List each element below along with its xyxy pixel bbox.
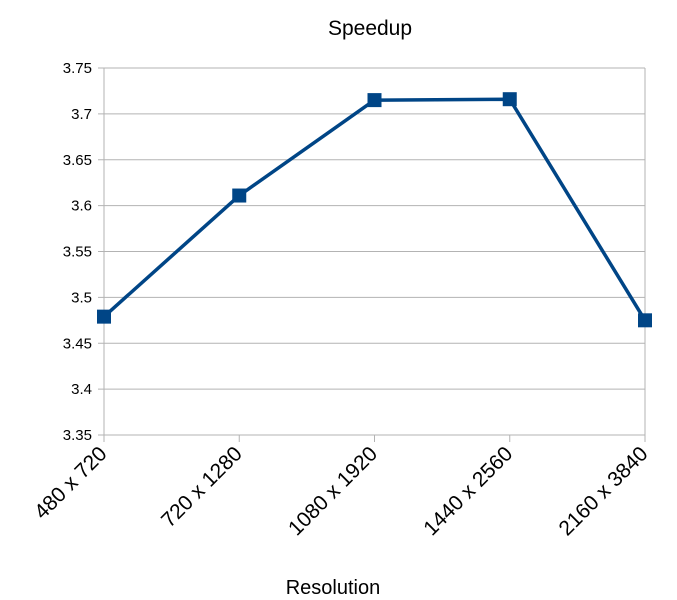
series-speedup [97, 92, 652, 328]
chart-title: Speedup [328, 17, 412, 40]
data-point-marker [638, 313, 652, 328]
series-line [102, 97, 647, 322]
y-tick-label: 3.5 [71, 289, 92, 306]
y-tick-label: 3.55 [63, 244, 92, 261]
gridlines [98, 67, 645, 436]
x-axis-title: Resolution [286, 577, 381, 599]
data-point-marker [97, 309, 111, 324]
y-tick-label: 3.6 [71, 198, 92, 215]
data-point-marker [502, 92, 517, 107]
x-tick-label: 1440 x 2560 [419, 442, 517, 540]
y-tick-label: 3.35 [63, 427, 92, 444]
x-axis-tick-labels: 480 x 720 720 x 1280 1080 x 1920 1440 x 256… [30, 442, 652, 540]
y-axis-tick-labels: 3.35 3.4 3.45 3.5 3.55 3.6 3.65 3.7 3.75 [63, 60, 92, 444]
y-tick-label: 3.75 [63, 60, 92, 77]
data-point-marker [232, 188, 247, 203]
y-tick-label: 3.65 [63, 152, 92, 169]
y-tick-label: 3.7 [71, 106, 92, 123]
y-tick-label: 3.4 [71, 381, 92, 398]
x-tick-label: 2160 x 3840 [555, 442, 653, 540]
axes [103, 68, 646, 442]
x-tick-label: 1080 x 1920 [284, 442, 382, 540]
y-tick-label: 3.45 [63, 335, 92, 352]
x-tick-label: 480 x 720 [30, 442, 111, 523]
data-point-marker [367, 93, 382, 108]
x-tick-label: 720 x 1280 [157, 442, 247, 532]
